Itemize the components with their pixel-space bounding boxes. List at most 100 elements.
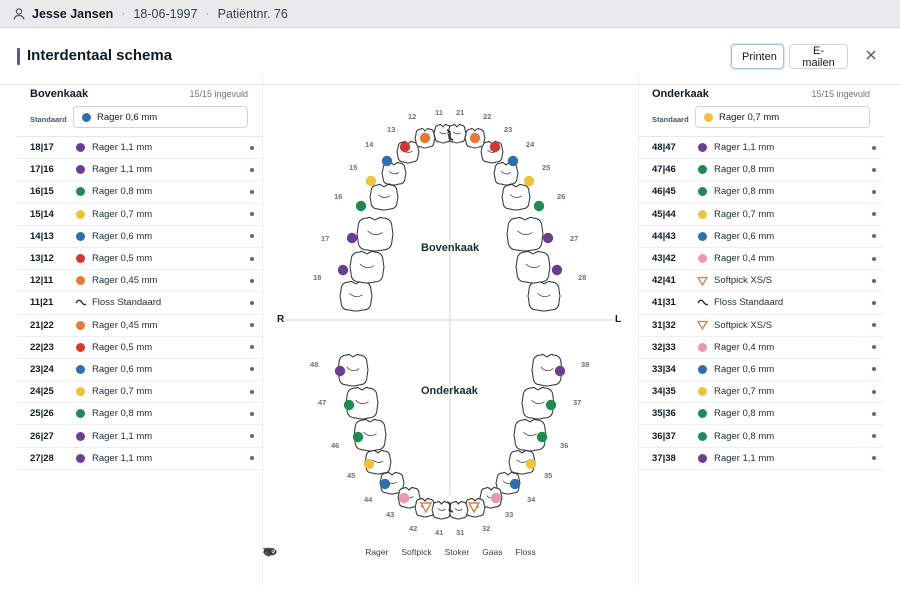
row-menu-icon[interactable]	[872, 278, 876, 283]
table-row[interactable]: 22|23 Rager 0,5 mm	[17, 337, 262, 359]
tooth-36[interactable]	[513, 418, 547, 452]
table-row[interactable]: 21|22 Rager 0,45 mm	[17, 315, 262, 337]
table-row[interactable]: 14|13 Rager 0,6 mm	[17, 226, 262, 248]
row-menu-icon[interactable]	[872, 389, 876, 394]
row-menu-icon[interactable]	[872, 189, 876, 194]
rager-mark[interactable]	[343, 399, 355, 411]
table-row[interactable]: 15|14 Rager 0,7 mm	[17, 204, 262, 226]
tooth-18[interactable]	[339, 280, 373, 312]
rager-mark[interactable]	[381, 155, 393, 167]
row-menu-icon[interactable]	[872, 256, 876, 261]
table-row[interactable]: 25|26 Rager 0,8 mm	[17, 403, 262, 426]
rager-mark[interactable]	[363, 458, 375, 470]
floss-mark[interactable]	[446, 501, 454, 513]
row-menu-icon[interactable]	[250, 189, 254, 194]
tooth-15[interactable]	[369, 183, 399, 211]
row-menu-icon[interactable]	[872, 456, 876, 461]
rager-mark[interactable]	[469, 132, 481, 144]
table-row[interactable]: 27|28 Rager 1,1 mm	[17, 448, 262, 470]
rager-mark[interactable]	[337, 264, 349, 276]
table-row[interactable]: 36|37 Rager 0,8 mm	[639, 425, 884, 448]
table-row[interactable]: 23|24 Rager 0,6 mm	[17, 359, 262, 382]
rager-mark[interactable]	[533, 200, 545, 212]
tooth-38[interactable]	[531, 353, 563, 387]
table-row[interactable]: 13|12 Rager 0,5 mm	[17, 248, 262, 271]
tooth-17[interactable]	[349, 250, 385, 284]
rager-mark[interactable]	[365, 175, 377, 187]
row-menu-icon[interactable]	[250, 278, 254, 283]
row-menu-icon[interactable]	[250, 456, 254, 461]
rager-mark[interactable]	[545, 399, 557, 411]
print-button[interactable]: Printen	[731, 44, 784, 69]
table-row[interactable]: 33|34 Rager 0,6 mm	[639, 359, 884, 382]
tooth-37[interactable]	[521, 386, 555, 420]
table-row[interactable]: 11|21 Floss Standaard	[17, 292, 262, 315]
row-menu-icon[interactable]	[250, 411, 254, 416]
table-row[interactable]: 42|41 Softpick XS/S	[639, 270, 884, 293]
rager-mark[interactable]	[507, 155, 519, 167]
row-menu-icon[interactable]	[872, 411, 876, 416]
table-row[interactable]: 31|32 Softpick XS/S	[639, 315, 884, 337]
row-menu-icon[interactable]	[250, 367, 254, 372]
softpick-mark[interactable]	[467, 502, 481, 514]
row-menu-icon[interactable]	[250, 212, 254, 217]
table-row[interactable]: 24|25 Rager 0,7 mm	[17, 381, 262, 404]
table-row[interactable]: 16|15 Rager 0,8 mm	[17, 181, 262, 204]
row-menu-icon[interactable]	[872, 345, 876, 350]
table-row[interactable]: 45|44 Rager 0,7 mm	[639, 204, 884, 226]
rager-mark[interactable]	[352, 431, 364, 443]
rager-mark[interactable]	[551, 264, 563, 276]
softpick-mark[interactable]	[419, 502, 433, 514]
rager-mark[interactable]	[490, 492, 502, 504]
row-menu-icon[interactable]	[250, 167, 254, 172]
table-row[interactable]: 37|38 Rager 1,1 mm	[639, 448, 884, 470]
close-icon[interactable]	[862, 46, 880, 64]
row-menu-icon[interactable]	[872, 234, 876, 239]
table-row[interactable]: 41|31 Floss Standaard	[639, 292, 884, 315]
tooth-27[interactable]	[515, 250, 551, 284]
row-menu-icon[interactable]	[250, 256, 254, 261]
rager-mark[interactable]	[489, 141, 501, 153]
table-row[interactable]: 43|42 Rager 0,4 mm	[639, 248, 884, 271]
table-row[interactable]: 34|35 Rager 0,7 mm	[639, 381, 884, 404]
rager-mark[interactable]	[346, 232, 358, 244]
row-menu-icon[interactable]	[250, 434, 254, 439]
rager-mark[interactable]	[536, 431, 548, 443]
row-menu-icon[interactable]	[250, 323, 254, 328]
table-row[interactable]: 26|27 Rager 1,1 mm	[17, 425, 262, 448]
row-menu-icon[interactable]	[250, 300, 254, 305]
table-row[interactable]: 44|43 Rager 0,6 mm	[639, 226, 884, 248]
lower-standard-select[interactable]: Rager 0,7 mm	[695, 106, 870, 128]
row-menu-icon[interactable]	[872, 167, 876, 172]
table-row[interactable]: 32|33 Rager 0,4 mm	[639, 337, 884, 359]
upper-standard-select[interactable]: Rager 0,6 mm	[73, 106, 248, 128]
rager-mark[interactable]	[419, 132, 431, 144]
table-row[interactable]: 35|36 Rager 0,8 mm	[639, 403, 884, 426]
row-menu-icon[interactable]	[250, 345, 254, 350]
table-row[interactable]: 48|47 Rager 1,1 mm	[639, 137, 884, 160]
tooth-48[interactable]	[337, 353, 369, 387]
rager-mark[interactable]	[379, 478, 391, 490]
table-row[interactable]: 17|16 Rager 1,1 mm	[17, 159, 262, 182]
rager-mark[interactable]	[525, 458, 537, 470]
rager-mark[interactable]	[398, 492, 410, 504]
rager-mark[interactable]	[523, 175, 535, 187]
row-menu-icon[interactable]	[872, 212, 876, 217]
row-menu-icon[interactable]	[872, 367, 876, 372]
row-menu-icon[interactable]	[872, 145, 876, 150]
floss-mark[interactable]	[446, 129, 454, 141]
email-button[interactable]: E-mailen	[789, 44, 848, 69]
rager-mark[interactable]	[542, 232, 554, 244]
table-row[interactable]: 18|17 Rager 1,1 mm	[17, 137, 262, 160]
row-menu-icon[interactable]	[872, 323, 876, 328]
rager-mark[interactable]	[355, 200, 367, 212]
rager-mark[interactable]	[334, 365, 346, 377]
row-menu-icon[interactable]	[250, 234, 254, 239]
table-row[interactable]: 46|45 Rager 0,8 mm	[639, 181, 884, 204]
rager-mark[interactable]	[399, 141, 411, 153]
row-menu-icon[interactable]	[250, 389, 254, 394]
tooth-26[interactable]	[506, 216, 544, 252]
rager-mark[interactable]	[554, 365, 566, 377]
tooth-16[interactable]	[356, 216, 394, 252]
tooth-25[interactable]	[501, 183, 531, 211]
